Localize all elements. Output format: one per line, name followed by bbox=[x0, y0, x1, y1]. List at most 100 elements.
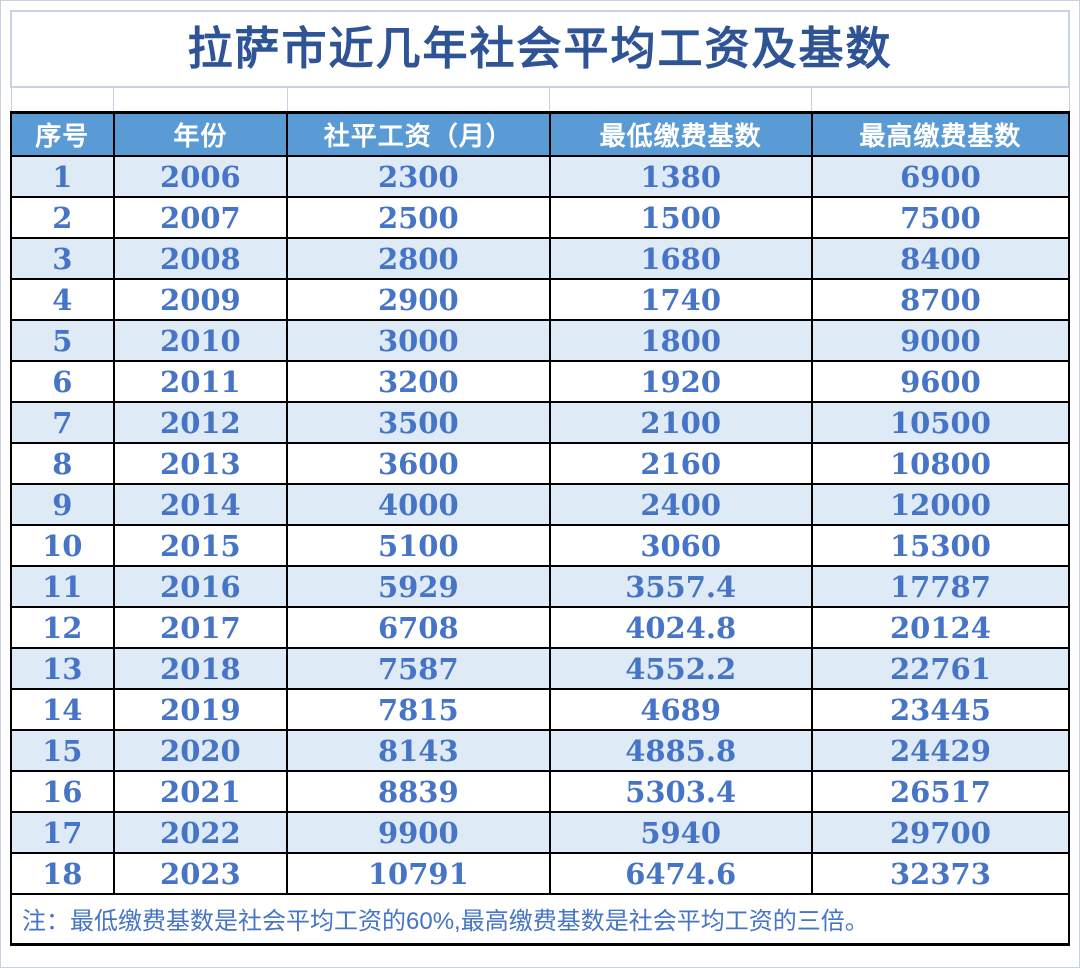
table-cell: 7500 bbox=[810, 196, 1071, 239]
table-cell: 3600 bbox=[286, 442, 551, 485]
table-cell: 17787 bbox=[810, 565, 1071, 608]
table-cell: 5 bbox=[10, 319, 115, 362]
spacer-cell bbox=[286, 88, 551, 112]
table-cell: 2011 bbox=[112, 360, 289, 403]
table-cell: 9000 bbox=[810, 319, 1071, 362]
table-cell: 2300 bbox=[286, 155, 551, 198]
table-cell: 2160 bbox=[548, 442, 813, 485]
table-cell: 11 bbox=[10, 565, 115, 608]
table-cell: 2007 bbox=[112, 196, 289, 239]
table-cell: 2014 bbox=[112, 483, 289, 526]
table-cell: 12 bbox=[10, 606, 115, 649]
table-cell: 20124 bbox=[810, 606, 1071, 649]
table-cell: 2012 bbox=[112, 401, 289, 444]
table-cell: 8 bbox=[10, 442, 115, 485]
table-cell: 2015 bbox=[112, 524, 289, 567]
table-cell: 2022 bbox=[112, 811, 289, 854]
table-cell: 2019 bbox=[112, 688, 289, 731]
table-cell: 1680 bbox=[548, 237, 813, 280]
table-cell: 18 bbox=[10, 852, 115, 895]
table-cell: 10500 bbox=[810, 401, 1071, 444]
table-cell: 5940 bbox=[548, 811, 813, 854]
table-row: 8 2013 3600 2160 10800 bbox=[10, 442, 1071, 485]
table-cell: 22761 bbox=[810, 647, 1071, 690]
table-cell: 26517 bbox=[810, 770, 1071, 813]
table-row: 2 2007 2500 1500 7500 bbox=[10, 196, 1071, 239]
header-cell-3: 最低缴费基数 bbox=[548, 110, 813, 157]
table-cell: 15 bbox=[10, 729, 115, 772]
spacer-cell bbox=[811, 88, 1070, 112]
table-cell: 1800 bbox=[548, 319, 813, 362]
table-cell: 10791 bbox=[286, 852, 551, 895]
table-cell: 3557.4 bbox=[548, 565, 813, 608]
table-cell: 23445 bbox=[810, 688, 1071, 731]
table-cell: 3000 bbox=[286, 319, 551, 362]
table-cell: 7587 bbox=[286, 647, 551, 690]
table-cell: 7 bbox=[10, 401, 115, 444]
header-cell-0: 序号 bbox=[10, 110, 115, 157]
spacer-cell bbox=[113, 88, 288, 112]
table-cell: 1380 bbox=[548, 155, 813, 198]
table-cell: 10800 bbox=[810, 442, 1071, 485]
table-row: 17 2022 9900 5940 29700 bbox=[10, 811, 1071, 854]
table-cell: 2800 bbox=[286, 237, 551, 280]
table-row: 1 2006 2300 1380 6900 bbox=[10, 155, 1071, 198]
table-row: 15 2020 8143 4885.8 24429 bbox=[10, 729, 1071, 772]
table-cell: 1500 bbox=[548, 196, 813, 239]
spacer-row bbox=[10, 88, 1070, 112]
table-cell: 10 bbox=[10, 524, 115, 567]
table-cell: 2018 bbox=[112, 647, 289, 690]
table-cell: 1740 bbox=[548, 278, 813, 321]
table-row: 7 2012 3500 2100 10500 bbox=[10, 401, 1071, 444]
header-cell-4: 最高缴费基数 bbox=[810, 110, 1071, 157]
table-cell: 29700 bbox=[810, 811, 1071, 854]
table-cell: 3060 bbox=[548, 524, 813, 567]
table-row: 16 2021 8839 5303.4 26517 bbox=[10, 770, 1071, 813]
table-row: 9 2014 4000 2400 12000 bbox=[10, 483, 1071, 526]
table-row: 3 2008 2800 1680 8400 bbox=[10, 237, 1071, 280]
table-cell: 4552.2 bbox=[548, 647, 813, 690]
table-cell: 3200 bbox=[286, 360, 551, 403]
table-row: 5 2010 3000 1800 9000 bbox=[10, 319, 1071, 362]
spacer-cell bbox=[10, 88, 115, 112]
table-cell: 2021 bbox=[112, 770, 289, 813]
table-cell: 9900 bbox=[286, 811, 551, 854]
table-cell: 7815 bbox=[286, 688, 551, 731]
table-cell: 14 bbox=[10, 688, 115, 731]
table-cell: 3500 bbox=[286, 401, 551, 444]
spacer-cell bbox=[548, 88, 813, 112]
table-cell: 24429 bbox=[810, 729, 1071, 772]
table-cell: 6708 bbox=[286, 606, 551, 649]
table-cell: 15300 bbox=[810, 524, 1071, 567]
footnote-row: 注：最低缴费基数是社会平均工资的60%,最高缴费基数是社会平均工资的三倍。 bbox=[10, 893, 1070, 946]
header-row: 序号 年份 社平工资（月） 最低缴费基数 最高缴费基数 bbox=[10, 110, 1071, 157]
table-row: 14 2019 7815 4689 23445 bbox=[10, 688, 1071, 731]
table-cell: 1920 bbox=[548, 360, 813, 403]
table-cell: 2500 bbox=[286, 196, 551, 239]
table-cell: 4 bbox=[10, 278, 115, 321]
table-row: 4 2009 2900 1740 8700 bbox=[10, 278, 1071, 321]
table-cell: 8700 bbox=[810, 278, 1071, 321]
table-cell: 5929 bbox=[286, 565, 551, 608]
table-cell: 4024.8 bbox=[548, 606, 813, 649]
table-cell: 8400 bbox=[810, 237, 1071, 280]
page-title: 拉萨市近几年社会平均工资及基数 bbox=[10, 10, 1070, 88]
table-cell: 2008 bbox=[112, 237, 289, 280]
wage-table: 序号 年份 社平工资（月） 最低缴费基数 最高缴费基数 1 2006 2300 1380 690… bbox=[10, 88, 1071, 946]
header-cell-2: 社平工资（月） bbox=[286, 110, 551, 157]
table-cell: 2020 bbox=[112, 729, 289, 772]
header-cell-1: 年份 bbox=[112, 110, 289, 157]
table-cell: 2013 bbox=[112, 442, 289, 485]
table-cell: 5100 bbox=[286, 524, 551, 567]
table-cell: 9600 bbox=[810, 360, 1071, 403]
table-cell: 6 bbox=[10, 360, 115, 403]
table-row: 18 2023 10791 6474.6 32373 bbox=[10, 852, 1071, 895]
table-cell: 2006 bbox=[112, 155, 289, 198]
footnote-text: 注：最低缴费基数是社会平均工资的60%,最高缴费基数是社会平均工资的三倍。 bbox=[10, 893, 1070, 946]
table-cell: 2900 bbox=[286, 278, 551, 321]
table-cell: 3 bbox=[10, 237, 115, 280]
table-cell: 4000 bbox=[286, 483, 551, 526]
table-row: 12 2017 6708 4024.8 20124 bbox=[10, 606, 1071, 649]
table-cell: 4885.8 bbox=[548, 729, 813, 772]
